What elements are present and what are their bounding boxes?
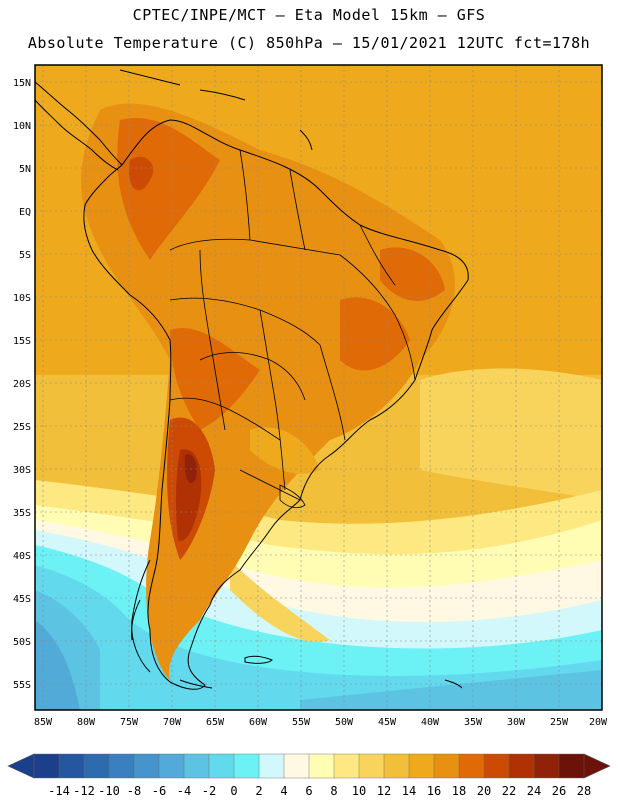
country-borders [169, 149, 416, 509]
lat-label: 10N [13, 121, 31, 132]
colorbar-label: -6 [152, 784, 166, 798]
colorbar-label: 2 [255, 784, 262, 798]
colorbar-swatch [158, 753, 185, 779]
temperature-field [35, 65, 602, 710]
lat-label: 55S [13, 680, 31, 691]
colorbar-swatch [308, 753, 335, 779]
colorbar-label: 14 [402, 784, 416, 798]
colorbar-swatch [33, 753, 60, 779]
lat-label: 5S [19, 250, 31, 261]
colorbar-swatch [233, 753, 260, 779]
colorbar-label: 18 [452, 784, 466, 798]
chart-title-line2: Absolute Temperature (C) 850hPa – 15/01/… [27, 34, 591, 52]
colorbar-swatch [258, 753, 285, 779]
colorbar-label: 16 [427, 784, 441, 798]
lat-label: 30S [13, 465, 31, 476]
lon-label: 75W [120, 717, 139, 728]
lon-label: 70W [163, 717, 182, 728]
lat-label: 50S [13, 637, 31, 648]
lon-label: 65W [206, 717, 225, 728]
colorbar-labels: -14 -12 -10 -8 -6 -4 -2 0 2 4 6 8 10 12 14 16 18 20 22 24 26… [48, 784, 591, 798]
lon-label: 55W [292, 717, 311, 728]
colorbar-label: 22 [502, 784, 516, 798]
colorbar-label: -10 [98, 784, 120, 798]
colorbar-label: -12 [73, 784, 95, 798]
colorbar-label: 12 [377, 784, 391, 798]
colorbar-label: 0 [230, 784, 237, 798]
colorbar-swatch [133, 753, 160, 779]
colorbar-label: -2 [202, 784, 216, 798]
colorbar-swatch [383, 753, 410, 779]
colorbar-swatches [33, 753, 585, 779]
colorbar-swatch [508, 753, 535, 779]
colorbar-label: 28 [577, 784, 591, 798]
lat-label: 5N [19, 164, 31, 175]
colorbar-label: 26 [552, 784, 566, 798]
colorbar-swatch [458, 753, 485, 779]
colorbar-swatch [408, 753, 435, 779]
colorbar-left-arrow [7, 753, 35, 779]
colorbar-label: 8 [330, 784, 337, 798]
colorbar-label: -14 [48, 784, 70, 798]
lon-label: 30W [507, 717, 526, 728]
lat-label: 15S [13, 336, 31, 347]
colorbar-swatch [208, 753, 235, 779]
colorbar-swatch [58, 753, 85, 779]
lat-label: 20S [13, 379, 31, 390]
lon-label: 45W [378, 717, 397, 728]
colorbar-label: -8 [127, 784, 141, 798]
lat-label: 35S [13, 508, 31, 519]
lat-label: EQ [19, 207, 31, 218]
lon-label: 25W [550, 717, 569, 728]
lon-label: 60W [249, 717, 268, 728]
colorbar-right-arrow [583, 753, 611, 779]
colorbar-label: 20 [477, 784, 491, 798]
colorbar-swatch [108, 753, 135, 779]
lat-label: 45S [13, 594, 31, 605]
colorbar-label: 24 [527, 784, 541, 798]
lon-label: 35W [464, 717, 483, 728]
map-frame [34, 64, 603, 711]
colorbar-label: 6 [305, 784, 312, 798]
colorbar-swatch [183, 753, 210, 779]
longitude-labels: 85W 80W 75W 70W 65W 60W 55W 50W 45W 40W … [34, 717, 608, 728]
colorbar-label: -4 [177, 784, 191, 798]
lon-label: 85W [34, 717, 53, 728]
lat-label: 40S [13, 551, 31, 562]
colorbar-swatch [333, 753, 360, 779]
colorbar-swatch [358, 753, 385, 779]
lat-label: 25S [13, 422, 31, 433]
colorbar-swatch [558, 753, 585, 779]
colorbar-label: 10 [352, 784, 366, 798]
latitude-labels: 15N 10N 5N EQ 5S 10S 15S 20S 25S 30S 35S… [13, 78, 31, 691]
lon-label: 50W [335, 717, 354, 728]
colorbar-swatch [83, 753, 110, 779]
lon-label: 40W [421, 717, 440, 728]
colorbar-label: 4 [280, 784, 287, 798]
chart-title-line1: CPTEC/INPE/MCT – Eta Model 15km – GFS [132, 6, 486, 24]
colorbar-swatch [483, 753, 510, 779]
colorbar-swatch [533, 753, 560, 779]
lon-label: 20W [589, 717, 608, 728]
colorbar-swatch [283, 753, 310, 779]
lat-label: 15N [13, 78, 31, 89]
colorbar-swatch [433, 753, 460, 779]
lat-label: 10S [13, 293, 31, 304]
lon-label: 80W [77, 717, 96, 728]
